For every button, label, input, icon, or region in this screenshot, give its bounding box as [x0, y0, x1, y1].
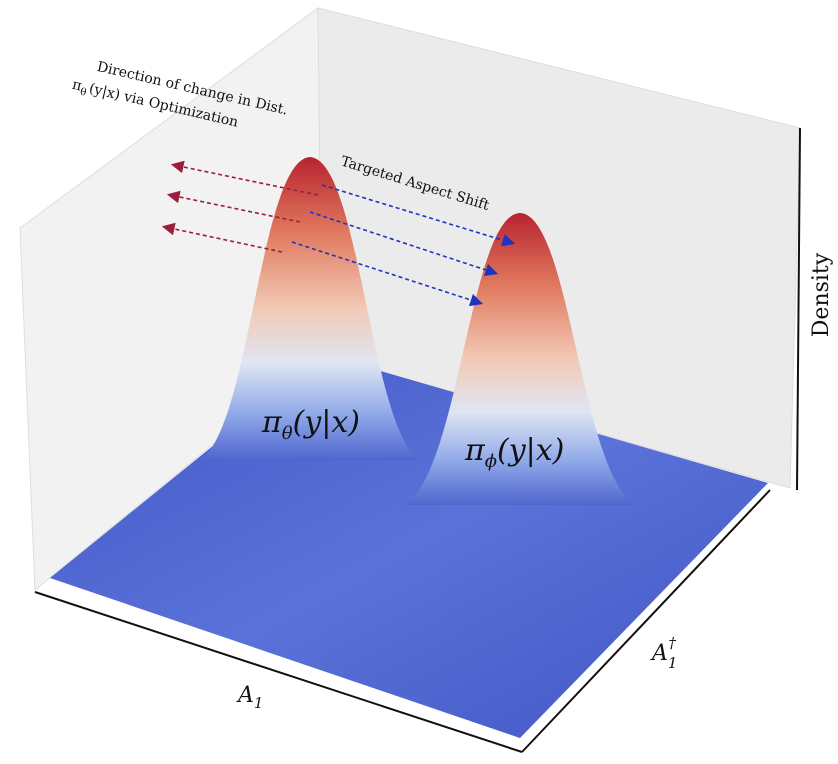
symbol: π [464, 433, 486, 468]
base: A [236, 683, 254, 708]
superscript: † [668, 634, 676, 652]
base: A [650, 641, 668, 666]
args: (y|x) [293, 405, 360, 440]
y-axis-label: A1 † [650, 634, 677, 672]
args: (y|x) [87, 81, 121, 104]
subscript: θ [79, 87, 87, 99]
subscript: 1 [668, 654, 678, 672]
subscript: ϕ [485, 451, 497, 472]
subscript: θ [282, 423, 293, 444]
axes-box [19, 7, 801, 753]
surface-label: πϕ(y|x) [464, 433, 564, 472]
surface-label: πθ(y|x) [261, 405, 360, 444]
subscript: 1 [254, 694, 264, 712]
z-axis-label: Density [809, 252, 834, 337]
x-axis-label: A1 [236, 683, 263, 712]
symbol: π [261, 405, 283, 440]
peak-theta [200, 157, 420, 460]
symbol: π [71, 77, 84, 95]
peak-phi [405, 213, 635, 505]
arrows [161, 160, 516, 307]
args: (y|x) [497, 433, 564, 468]
